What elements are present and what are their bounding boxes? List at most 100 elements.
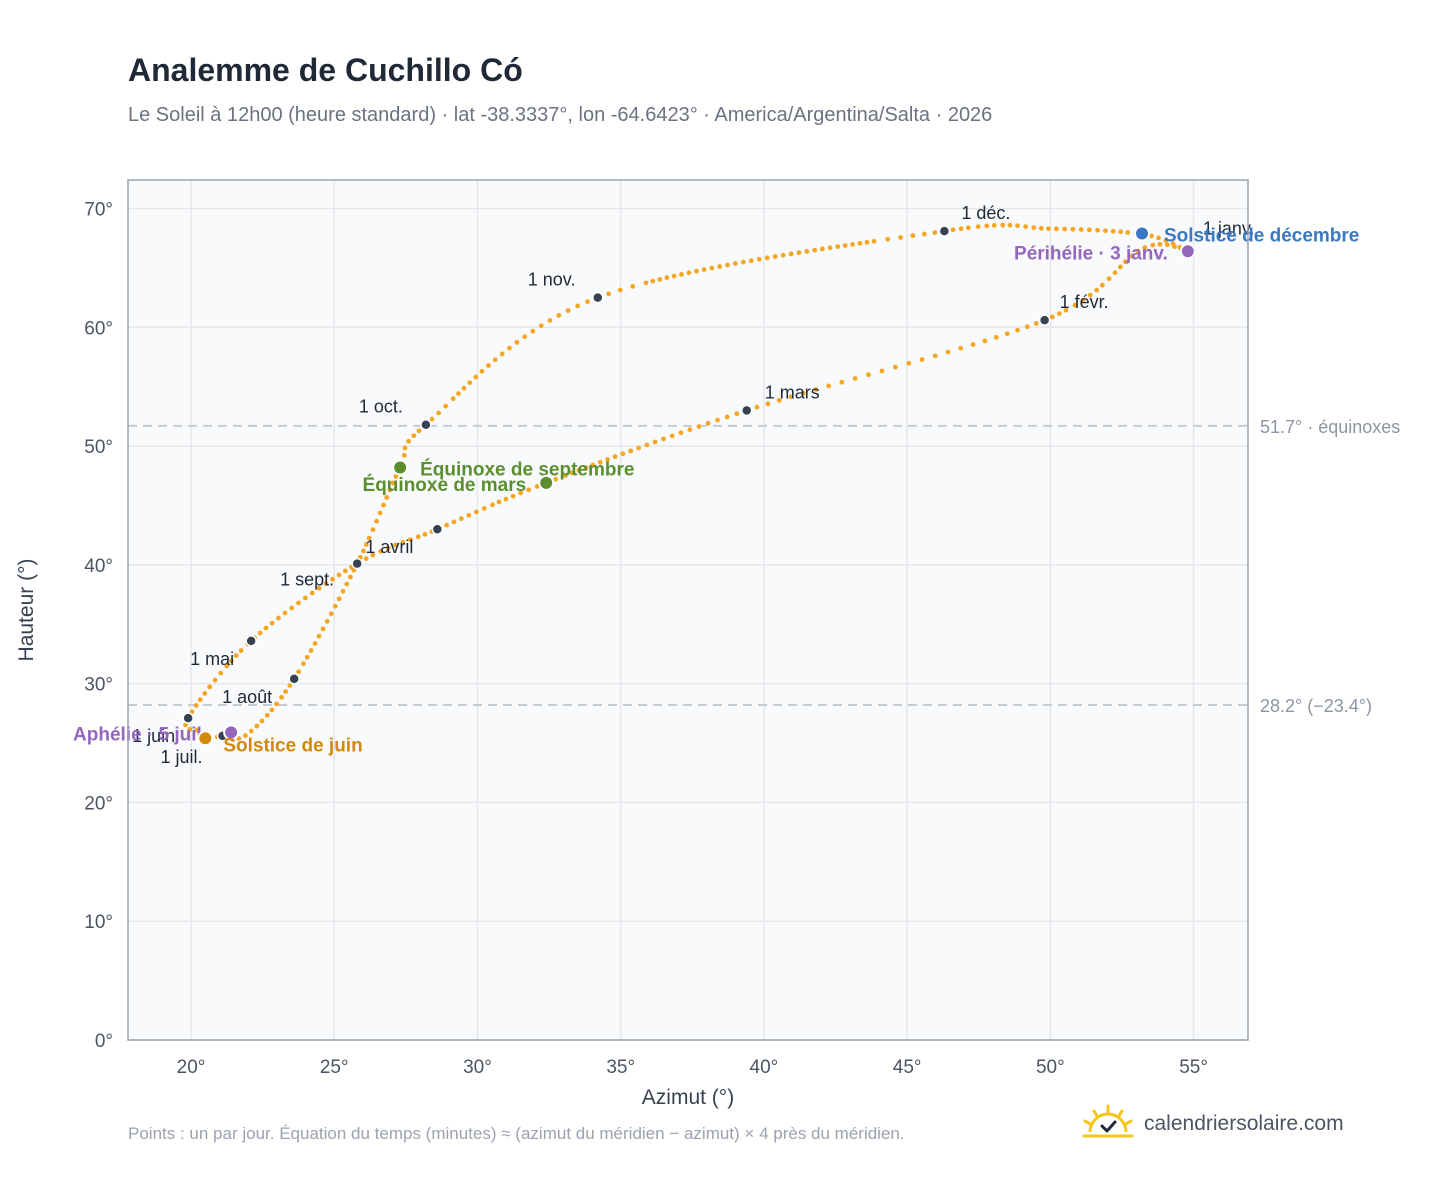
month-marker-label: 1 avril	[365, 537, 413, 557]
solstice-jun-marker-label: Solstice de juin	[223, 735, 362, 756]
daily-point	[709, 265, 715, 271]
month-marker	[245, 635, 257, 647]
daily-point	[1095, 227, 1100, 233]
daily-point	[390, 480, 396, 486]
daily-point	[486, 363, 491, 368]
daily-point	[296, 600, 301, 606]
daily-point	[393, 542, 399, 548]
daily-point	[1112, 270, 1118, 276]
daily-point	[340, 588, 346, 594]
daily-point	[879, 368, 885, 374]
daily-point	[507, 345, 512, 351]
daily-point	[852, 376, 858, 381]
daily-point	[518, 490, 524, 496]
daily-point	[788, 394, 794, 400]
daily-point	[444, 522, 450, 528]
daily-point	[510, 493, 516, 499]
daily-point	[207, 684, 213, 690]
daily-point	[630, 283, 636, 289]
y-axis-label: Hauteur (°)	[15, 559, 38, 662]
daily-point	[194, 727, 200, 733]
daily-point	[406, 438, 411, 444]
daily-point	[243, 733, 248, 738]
perihelion-marker	[1179, 243, 1196, 260]
daily-point	[366, 535, 372, 541]
daily-point	[212, 677, 218, 683]
daily-point	[336, 572, 342, 578]
equinox-mar-marker	[538, 474, 555, 491]
daily-point	[910, 233, 916, 239]
daily-point	[1087, 292, 1093, 298]
daily-point	[1170, 241, 1176, 247]
daily-point	[664, 275, 670, 281]
daily-point	[402, 445, 408, 451]
daily-point	[377, 510, 383, 516]
daily-point	[748, 258, 754, 264]
daily-point	[993, 334, 999, 340]
daily-point	[344, 581, 350, 587]
daily-point	[301, 661, 306, 667]
daily-point	[826, 383, 832, 389]
daily-point	[617, 287, 623, 293]
daily-point	[788, 251, 794, 257]
daily-point	[678, 430, 684, 436]
daily-point	[254, 723, 260, 729]
daily-point	[1078, 227, 1084, 232]
daily-point	[669, 433, 675, 439]
daily-point	[562, 473, 568, 478]
daily-point	[827, 245, 833, 251]
axes: 20° 25° 30° 35° 40° 45° 50° 55° 0° 10° 20° 30° 40° 50…	[15, 200, 1208, 1109]
month-marker	[938, 225, 951, 237]
brand[interactable]: calendriersolaire.com	[1082, 1104, 1344, 1144]
daily-point	[650, 278, 656, 284]
daily-point	[605, 457, 610, 462]
daily-point	[197, 697, 203, 703]
daily-point	[302, 595, 308, 601]
month-marker	[182, 712, 194, 724]
daily-point	[378, 548, 384, 554]
daily-point	[866, 372, 871, 378]
daily-point	[499, 351, 505, 357]
daily-point	[490, 502, 495, 508]
y-tick-label: 40°	[84, 556, 113, 577]
daily-point	[348, 574, 353, 580]
daily-point	[643, 280, 649, 286]
daily-point	[1004, 331, 1010, 337]
daily-point	[411, 433, 417, 439]
daily-point	[304, 654, 310, 660]
daily-point	[864, 239, 870, 245]
daily-point	[857, 240, 863, 246]
daily-point	[671, 273, 677, 279]
x-tick-label: 30°	[463, 1057, 492, 1078]
daily-point	[1038, 225, 1044, 231]
daily-point	[885, 236, 891, 242]
daily-point	[467, 380, 473, 386]
daily-point	[363, 542, 369, 547]
daily-point	[612, 454, 618, 460]
daily-point	[481, 506, 487, 511]
daily-point	[269, 707, 275, 713]
x-axis-label: Azimut (°)	[642, 1086, 734, 1109]
daily-point	[871, 238, 877, 244]
daily-point	[717, 264, 723, 269]
daily-point	[450, 396, 456, 402]
daily-point	[183, 722, 188, 728]
brand-name[interactable]: calendriersolaire.com	[1144, 1112, 1344, 1135]
daily-point	[458, 516, 464, 522]
plot-area	[128, 180, 1248, 1040]
daily-point	[898, 235, 904, 240]
daily-point	[416, 428, 422, 434]
daily-point	[236, 736, 242, 741]
daily-point	[202, 691, 208, 696]
daily-point	[780, 252, 786, 258]
daily-point	[583, 465, 589, 471]
daily-point	[289, 605, 295, 611]
daily-point	[694, 268, 699, 274]
daily-point	[686, 270, 692, 276]
daily-point	[473, 509, 479, 515]
daily-point	[1087, 227, 1092, 233]
daily-point	[1056, 311, 1062, 317]
x-tick-label: 55°	[1179, 1057, 1208, 1078]
